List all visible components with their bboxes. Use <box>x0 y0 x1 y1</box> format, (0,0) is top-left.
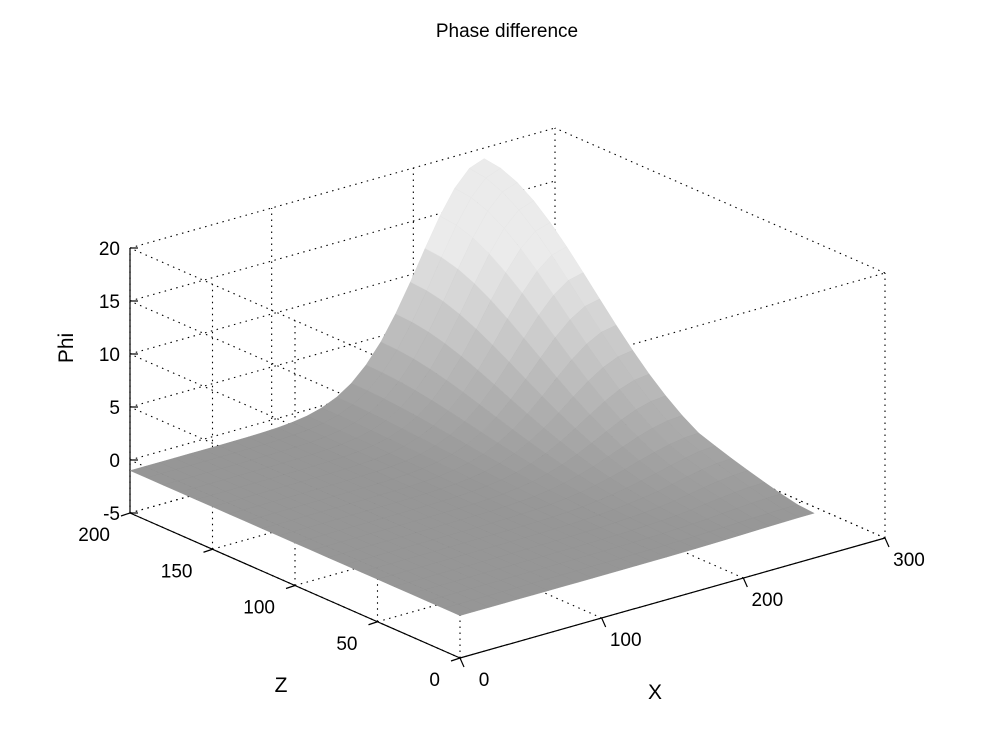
y-tick-label: 50 <box>336 634 357 655</box>
x-tick <box>601 617 607 628</box>
z-tick-label: 0 <box>109 451 120 472</box>
x-tick-label: 0 <box>479 670 490 691</box>
surface-plot <box>129 158 815 616</box>
y-tick-label: 150 <box>161 561 193 582</box>
chart-title: Phase difference <box>436 21 578 42</box>
surface-patch <box>782 504 815 518</box>
x-tick <box>742 577 748 588</box>
y-tick-label: 100 <box>243 598 275 619</box>
z-axis-label: Phi <box>55 333 78 363</box>
y-tick <box>368 621 378 626</box>
box-edge <box>554 127 886 274</box>
y-axis-label: Z <box>275 674 288 697</box>
z-tick-label: 10 <box>99 345 120 366</box>
z-tick-label: 5 <box>109 398 120 419</box>
x-tick <box>459 657 465 668</box>
y-tick-label: 0 <box>429 670 440 691</box>
y-tick <box>450 657 461 662</box>
y-tick <box>285 584 296 590</box>
axes <box>120 247 890 668</box>
z-tick-label: -5 <box>103 504 120 525</box>
y-tick <box>203 548 213 553</box>
y-tick <box>120 512 131 517</box>
z-tick-label: 20 <box>99 239 120 260</box>
x-tick-label: 100 <box>610 630 642 651</box>
x-tick-label: 300 <box>893 550 925 571</box>
x-axis-label: X <box>648 681 662 704</box>
x-tick-label: 200 <box>751 590 783 611</box>
y-tick-label: 200 <box>78 525 110 546</box>
x-tick <box>884 537 890 548</box>
x-axis-line <box>459 537 886 659</box>
z-tick-label: 15 <box>99 292 120 313</box>
